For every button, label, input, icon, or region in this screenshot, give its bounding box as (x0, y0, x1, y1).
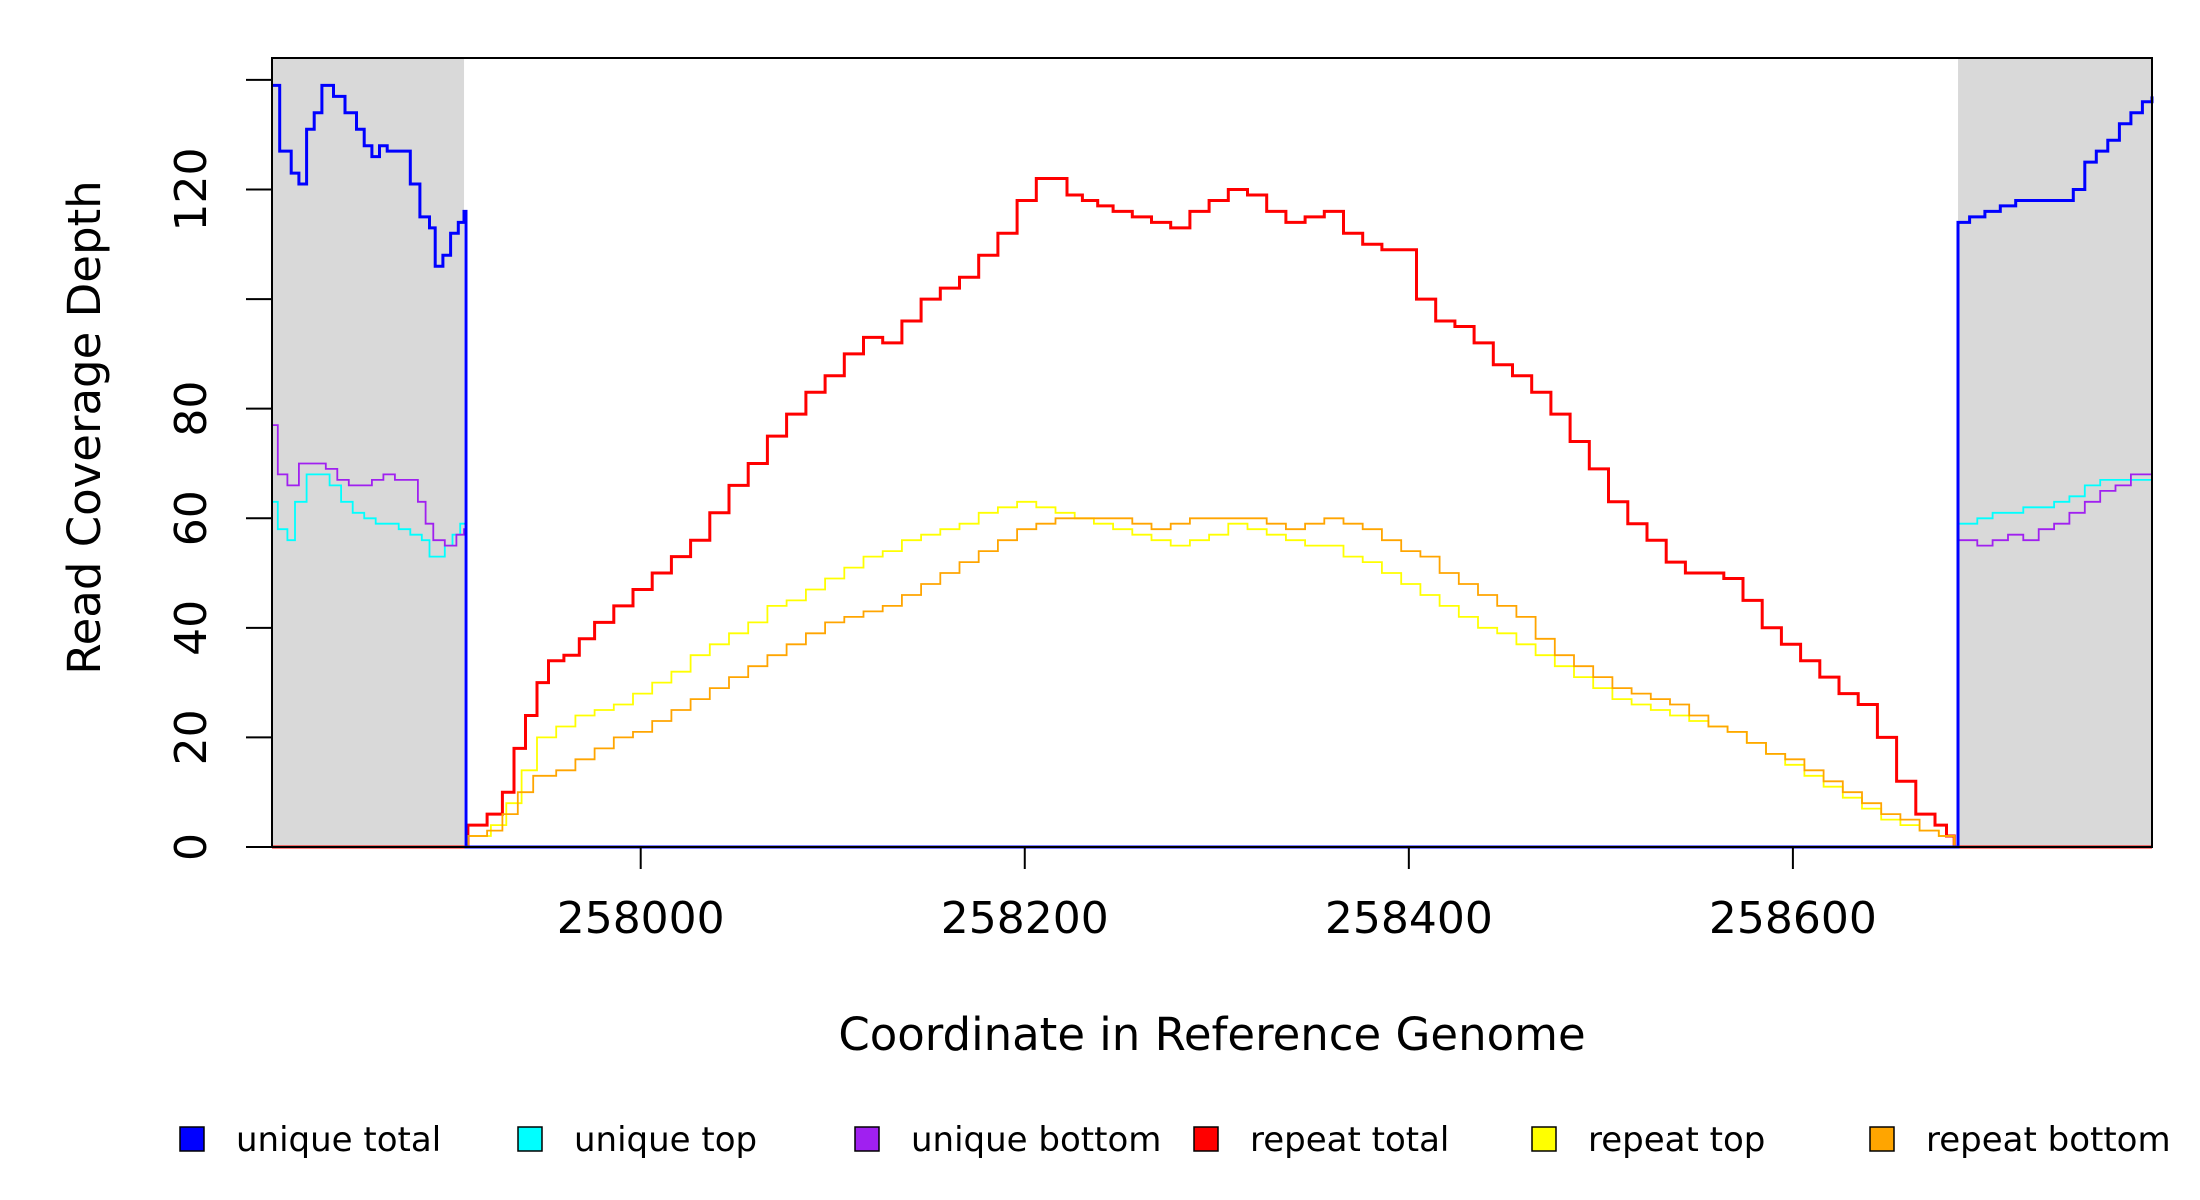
legend-label-repeat-total: repeat total (1250, 1120, 1449, 1160)
shaded-region-1 (272, 58, 465, 847)
y-tick-label: 20 (166, 709, 217, 765)
series-unique-top (272, 473, 2152, 848)
legend-label-unique-total: unique total (236, 1120, 441, 1160)
series-unique-bottom (272, 424, 2153, 848)
series-repeat-bottom (272, 517, 2152, 848)
plot-frame (271, 57, 2153, 848)
legend-label-unique-bottom: unique bottom (911, 1120, 1161, 1160)
shaded-regions (272, 58, 2152, 847)
legend: unique total unique top unique bottom repea… (179, 1120, 2171, 1160)
series-unique-total (272, 83, 2154, 849)
legend-label-repeat-bottom: repeat bottom (1926, 1120, 2171, 1160)
x-tick-label: 258600 (1709, 893, 1877, 944)
series-lines (272, 83, 2154, 849)
legend-swatch-unique-top (517, 1126, 543, 1152)
shaded-region-2 (1958, 58, 2152, 847)
y-tick-label: 40 (166, 600, 217, 656)
series-repeat-top (272, 500, 2152, 848)
y-tick-label: 120 (166, 148, 217, 232)
x-tick-label: 258000 (557, 893, 725, 944)
y-tick-label: 0 (166, 833, 217, 861)
legend-swatch-repeat-bottom (1869, 1126, 1895, 1152)
legend-label-unique-top: unique top (574, 1120, 757, 1160)
legend-swatch-repeat-top (1531, 1126, 1557, 1152)
y-tick-label: 60 (166, 490, 217, 546)
axes: 258000 258200 258400 258600 0 20 40 60 80 120 (166, 78, 1877, 944)
legend-swatch-repeat-total (1193, 1126, 1219, 1152)
y-axis-title: Read Coverage Depth (58, 180, 111, 674)
legend-label-repeat-top: repeat top (1588, 1120, 1765, 1160)
x-tick-label: 258400 (1325, 893, 1493, 944)
x-axis-title: Coordinate in Reference Genome (838, 1008, 1585, 1061)
legend-swatch-unique-total (179, 1126, 205, 1152)
legend-swatch-unique-bottom (854, 1126, 880, 1152)
y-tick-label: 80 (166, 381, 217, 437)
series-repeat-total (272, 177, 2152, 849)
x-tick-label: 258200 (941, 893, 1109, 944)
